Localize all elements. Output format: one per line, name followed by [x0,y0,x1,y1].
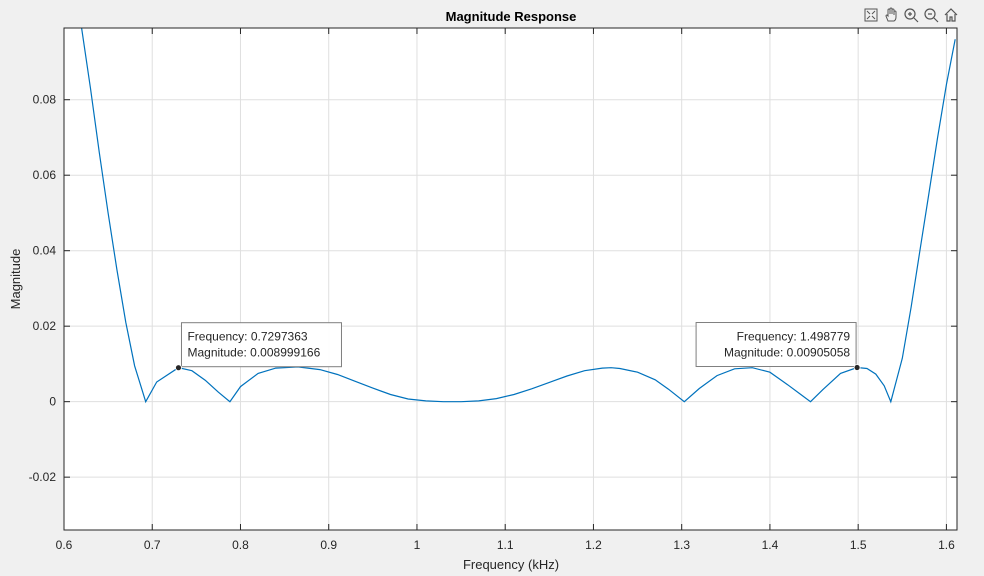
x-tick-label: 0.6 [56,538,73,552]
y-tick-labels: -0.02 0 0.02 0.04 0.06 0.08 [29,93,57,484]
axes-toolbar [862,6,960,24]
datatip-box [695,322,857,368]
y-tick-label: 0.08 [33,93,57,107]
y-tick-label: 0 [49,395,56,409]
y-tick-label: 0.06 [33,168,57,182]
datatip-frequency: Frequency: 0.7297363 [187,330,307,344]
x-tick-label: 1.3 [673,538,690,552]
datatip-magnitude: Magnitude: 0.00905058 [724,346,850,360]
y-tick-label: 0.04 [33,244,57,258]
x-tick-label: 1.2 [585,538,602,552]
x-tick-label: 1.4 [762,538,779,552]
pan-hand-icon[interactable] [882,6,900,24]
x-tick-label: 1 [414,538,421,552]
x-tick-label: 0.7 [144,538,161,552]
x-tick-label: 0.8 [232,538,249,552]
x-tick-label: 1.1 [497,538,514,552]
datatip-marker [175,364,182,372]
axes-background [64,28,957,530]
y-tick-label: 0.02 [33,319,57,333]
x-axis-label: Frequency (kHz) [463,557,559,572]
datatip-box [180,322,342,368]
datatip-marker [853,364,861,371]
chart-title: Magnitude Response [446,9,577,24]
datatip-magnitude: Magnitude: 0.008999166 [187,346,320,360]
x-tick-label: 0.9 [320,538,337,552]
datatip[interactable]: Frequency: 1.498779 Magnitude: 0.00905058 [695,322,861,371]
y-axis-label: Magnitude [8,249,23,310]
x-tick-label: 1.6 [938,538,955,552]
x-tick-labels: 0.6 0.7 0.8 0.9 1 1.1 1.2 1.3 1.4 1.5 1.6 [56,538,955,552]
magnitude-line [81,28,956,404]
datatip[interactable]: Frequency: 0.7297363 Magnitude: 0.0089991… [175,322,342,372]
y-tick-label: -0.02 [29,470,57,484]
zoom-in-icon[interactable] [902,6,920,24]
axes-box [63,27,958,531]
home-icon[interactable] [942,6,960,24]
restore-view-icon[interactable] [862,6,880,24]
zoom-out-icon[interactable] [922,6,940,24]
datatip-frequency: Frequency: 1.498779 [737,330,851,344]
x-tick-label: 1.5 [850,538,867,552]
datatips: Frequency: 0.7297363 Magnitude: 0.0089991… [175,322,861,372]
